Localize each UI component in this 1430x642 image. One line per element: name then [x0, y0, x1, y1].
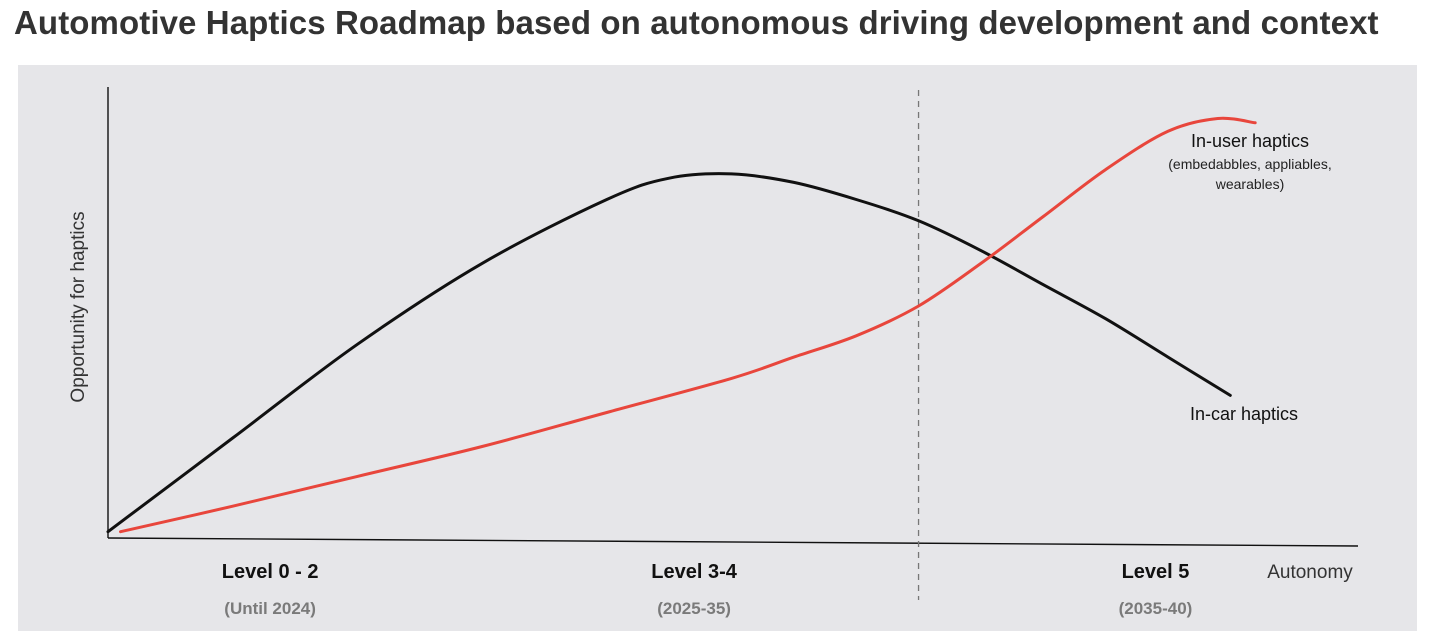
category-sublabel-level-0-2: (Until 2024) — [224, 599, 316, 618]
labels-group: Opportunity for haptics Autonomy Level 0 -… — [68, 131, 1353, 618]
chart-panel — [18, 65, 1417, 631]
category-sublabel-level-3-4: (2025-35) — [657, 599, 731, 618]
in-car-haptics-label: In-car haptics — [1190, 404, 1298, 424]
x-axis-line — [107, 537, 1359, 547]
category-label-level-3-4: Level 3-4 — [651, 561, 737, 583]
in-user-haptics-sublabel: (embedabbles, appliables, wearables) — [1168, 156, 1331, 192]
category-sublabel-level-5: (2035-40) — [1119, 599, 1193, 618]
in-user-haptics-label: In-user haptics — [1191, 131, 1309, 151]
in-user-haptics-line — [119, 116, 1257, 534]
y-axis-label: Opportunity for haptics — [68, 211, 89, 402]
category-label-level-5: Level 5 — [1122, 561, 1190, 583]
x-axis-label: Autonomy — [1267, 562, 1353, 583]
chart-title: Automotive Haptics Roadmap based on auto… — [14, 4, 1379, 41]
category-label-level-0-2: Level 0 - 2 — [222, 561, 319, 583]
series-group — [106, 116, 1257, 534]
axes — [107, 87, 1359, 600]
in-car-haptics-line — [106, 172, 1232, 534]
